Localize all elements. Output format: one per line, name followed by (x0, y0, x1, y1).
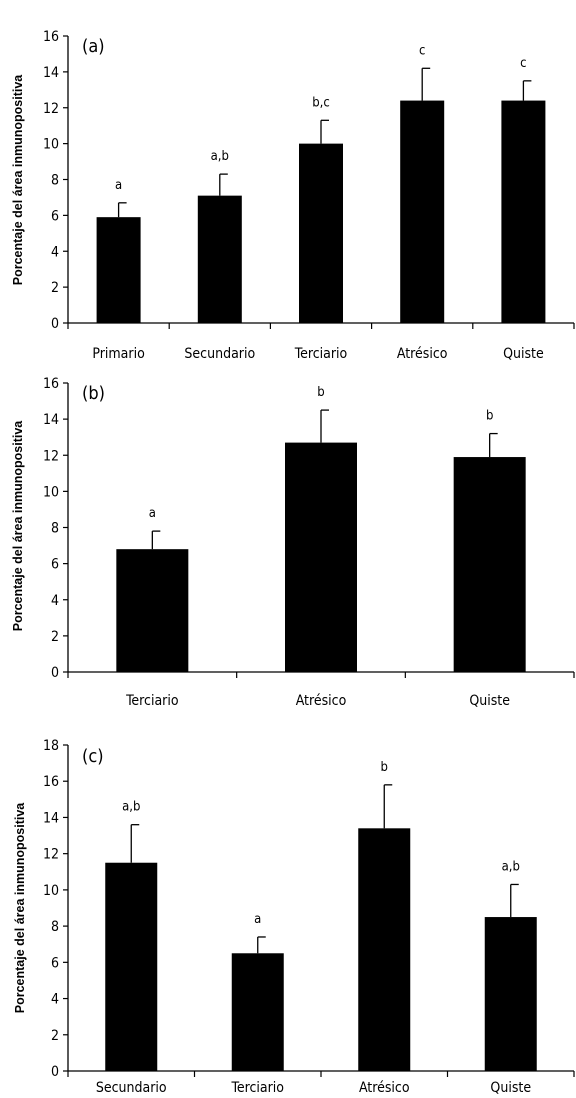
x-category-label: Atrésico (296, 693, 347, 709)
significance-label: a (115, 178, 122, 193)
significance-label: c (520, 56, 526, 71)
y-tick-label: 10 (43, 883, 59, 899)
x-category-label: Atrésico (397, 346, 448, 362)
chart-panel-3: 0 2 4 6 8 10 12 14 16 18 a,b Secundario a Terciario b A… (13, 738, 575, 1096)
bar-quiste (501, 100, 546, 323)
chart-panel-1: 0 2 4 6 8 10 12 14 16 a Primario a,b Secundario b,c Te… (11, 29, 575, 362)
chart-panel-2: 0 2 4 6 8 10 12 14 16 a Terciario b Atrésico b Quiste (… (11, 376, 575, 709)
y-tick-label: 8 (51, 173, 59, 189)
y-tick-label: 0 (51, 1064, 59, 1080)
y-tick-label: 12 (43, 448, 59, 464)
y-tick-label: 4 (51, 244, 59, 260)
x-category-label: Primario (92, 346, 145, 362)
x-category-label: Terciario (231, 1080, 285, 1096)
bar-terciario (116, 549, 189, 672)
y-tick-label: 4 (51, 593, 59, 609)
significance-label: b (381, 760, 388, 775)
y-tick-label: 6 (51, 557, 59, 573)
panel-label: (c) (82, 746, 104, 767)
bar-primario (96, 217, 141, 323)
bar-quiste (453, 457, 526, 672)
y-tick-label: 16 (43, 774, 59, 790)
bar-atrésico (358, 828, 411, 1071)
y-tick-label: 2 (51, 280, 59, 296)
panel-label: (a) (82, 36, 105, 57)
y-tick-label: 16 (43, 376, 59, 392)
y-axis-title: Porcentaje del área inmunopositiva (11, 420, 25, 632)
y-tick-label: 0 (51, 316, 59, 332)
bar-terciario (231, 953, 284, 1071)
significance-label: b,c (312, 95, 330, 110)
x-category-label: Quiste (503, 346, 544, 362)
y-tick-label: 2 (51, 1028, 59, 1044)
bar-atrésico (400, 100, 445, 323)
bar-secundario (197, 195, 242, 323)
y-tick-label: 18 (43, 738, 59, 754)
y-tick-label: 0 (51, 665, 59, 681)
y-tick-label: 2 (51, 629, 59, 645)
y-axis-title: Porcentaje del área inmunopositiva (13, 802, 27, 1014)
y-tick-label: 12 (43, 847, 59, 863)
x-category-label: Quiste (469, 693, 510, 709)
bar-quiste (484, 917, 537, 1071)
bar-secundario (105, 862, 158, 1071)
bar-terciario (299, 143, 343, 323)
significance-label: a (254, 912, 261, 927)
y-tick-label: 14 (43, 412, 59, 428)
y-tick-label: 10 (43, 484, 59, 500)
significance-label: c (419, 43, 425, 58)
x-category-label: Terciario (294, 346, 348, 362)
bar-atrésico (285, 442, 357, 672)
x-category-label: Quiste (490, 1080, 531, 1096)
y-tick-label: 12 (43, 101, 59, 117)
y-tick-label: 14 (43, 65, 59, 81)
x-category-label: Secundario (184, 346, 255, 362)
y-tick-label: 4 (51, 992, 59, 1008)
significance-label: b (317, 385, 324, 400)
x-category-label: Secundario (96, 1080, 167, 1096)
y-tick-label: 8 (51, 521, 59, 537)
x-category-label: Atrésico (359, 1080, 410, 1096)
panel-label: (b) (82, 383, 105, 404)
significance-label: a,b (122, 800, 140, 815)
significance-label: a,b (211, 149, 229, 164)
y-tick-label: 16 (43, 29, 59, 45)
y-tick-label: 6 (51, 208, 59, 224)
significance-label: a (149, 506, 156, 521)
y-tick-label: 14 (43, 810, 59, 826)
y-tick-label: 6 (51, 955, 59, 971)
y-tick-label: 8 (51, 919, 59, 935)
y-tick-label: 10 (43, 137, 59, 153)
significance-label: a,b (502, 859, 520, 874)
significance-label: b (486, 409, 493, 424)
y-axis-title: Porcentaje del área inmunopositiva (11, 74, 25, 286)
x-category-label: Terciario (125, 693, 179, 709)
